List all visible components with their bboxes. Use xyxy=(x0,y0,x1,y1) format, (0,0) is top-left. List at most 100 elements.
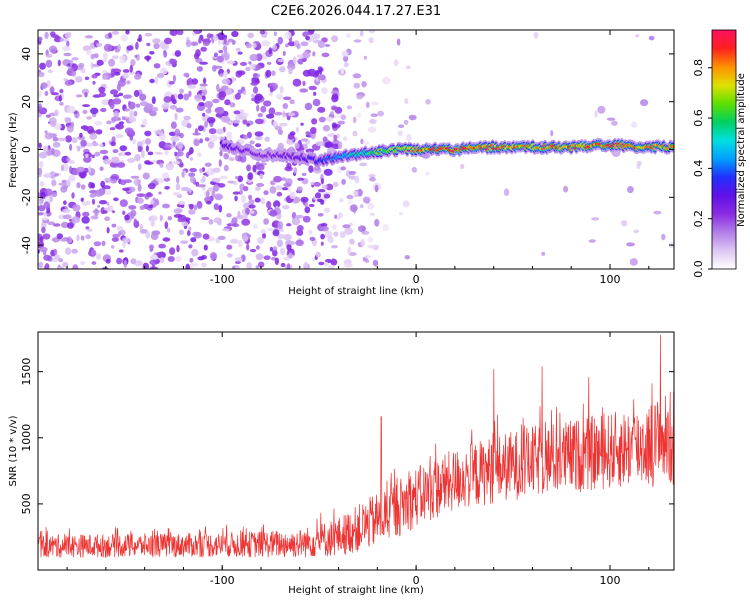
heatmap-cell xyxy=(286,223,292,227)
heatmap-cell xyxy=(136,193,146,198)
heatmap-cell xyxy=(181,171,185,178)
heatmap-cell xyxy=(218,159,222,167)
heatmap-cell xyxy=(289,99,295,105)
heatmap-cell xyxy=(170,121,177,129)
heatmap-cell xyxy=(111,30,120,35)
snr-y-axis-label: SNR (10 * v/v) xyxy=(8,415,19,486)
heatmap-cell xyxy=(320,177,324,185)
heatmap-cell xyxy=(134,260,143,267)
heatmap-cell xyxy=(287,241,296,245)
heatmap-cell xyxy=(198,102,205,107)
heatmap-cell xyxy=(119,151,127,157)
heatmap-cell xyxy=(321,52,330,58)
heatmap-cell xyxy=(176,244,180,253)
heatmap-cell xyxy=(597,105,606,114)
heatmap-cell xyxy=(318,116,326,123)
heatmap-cell xyxy=(175,256,182,262)
heatmap-cell xyxy=(594,110,598,118)
heatmap-cell xyxy=(63,200,67,205)
heatmap-cell xyxy=(128,71,135,75)
heatmap-cell xyxy=(286,244,292,251)
heatmap-cell xyxy=(202,112,206,117)
heatmap-cell xyxy=(343,136,348,141)
heatmap-cell xyxy=(272,249,278,257)
heatmap-cell xyxy=(286,263,291,269)
heatmap-cell xyxy=(122,69,130,73)
heatmap-cell xyxy=(190,175,196,184)
heatmap-cell xyxy=(312,51,316,57)
heatmap-cell xyxy=(145,103,154,112)
heatmap-cell xyxy=(137,183,142,192)
x-tick-label: -100 xyxy=(210,273,235,286)
heatmap-cell xyxy=(208,104,212,113)
heatmap-cell xyxy=(296,186,303,192)
heatmap-cell xyxy=(99,166,104,171)
heatmap-cell xyxy=(362,140,370,146)
heatmap-cell xyxy=(124,151,132,156)
heatmap-cell xyxy=(277,36,284,45)
heatmap-cell xyxy=(260,229,267,234)
colorbar-tick-label: 0.8 xyxy=(692,59,705,77)
heatmap-cell xyxy=(360,238,366,247)
heatmap-cell xyxy=(374,184,379,193)
heatmap-cell xyxy=(153,63,161,69)
heatmap-cell xyxy=(54,35,61,40)
heatmap-cell xyxy=(193,139,200,147)
heatmap-cell xyxy=(169,104,178,110)
heatmap-cell xyxy=(101,240,106,247)
heatmap-cell xyxy=(175,107,184,113)
heatmap-cell xyxy=(219,150,223,157)
heatmap-cell xyxy=(188,187,192,194)
heatmap-cell xyxy=(71,248,78,254)
heatmap-cell xyxy=(621,220,628,227)
heatmap-cell xyxy=(318,261,325,266)
heatmap-cell xyxy=(162,203,170,209)
heatmap-cell xyxy=(156,252,164,257)
heatmap-cell xyxy=(41,221,47,229)
heatmap-cell xyxy=(293,167,298,174)
heatmap-cell xyxy=(91,154,95,159)
heatmap-cell xyxy=(253,86,259,94)
heatmap-cell xyxy=(243,186,249,192)
heatmap-cell xyxy=(425,171,430,176)
heatmap-cell xyxy=(563,185,569,193)
y-tick-label: -40 xyxy=(20,236,33,254)
heatmap-cell xyxy=(124,108,130,112)
heatmap-cell xyxy=(360,30,364,37)
heatmap-cell xyxy=(218,93,226,101)
snr-frame xyxy=(37,331,675,571)
heatmap-cell xyxy=(123,259,128,268)
heatmap-cell xyxy=(146,192,152,197)
heatmap-cell xyxy=(203,244,208,251)
heatmap-cell xyxy=(173,213,183,218)
heatmap-cell xyxy=(370,113,379,117)
heatmap-cell xyxy=(368,37,374,44)
heatmap-cell xyxy=(460,163,465,170)
heatmap-cell xyxy=(104,177,112,182)
heatmap-cell xyxy=(304,102,313,111)
heatmap-cell xyxy=(195,49,201,57)
heatmap-cell xyxy=(330,258,338,266)
heatmap-cell xyxy=(215,128,224,135)
heatmap-cell xyxy=(38,36,43,42)
heatmap-cell xyxy=(221,78,231,85)
heatmap-cell xyxy=(169,144,175,148)
heatmap-cell xyxy=(130,175,140,179)
heatmap-cell xyxy=(315,251,321,258)
heatmap-cell xyxy=(279,66,286,73)
heatmap-cell xyxy=(172,160,181,165)
colorbar-tick-label: 0.2 xyxy=(692,210,705,228)
y-tick-label: 20 xyxy=(20,95,33,109)
heatmap-cell xyxy=(111,136,116,143)
heatmap-cell xyxy=(126,186,136,193)
heatmap-cell xyxy=(167,256,175,262)
heatmap-cell xyxy=(273,200,281,209)
heatmap-cell xyxy=(323,168,333,176)
heatmap-cell xyxy=(186,123,192,129)
heatmap-cell xyxy=(190,262,199,267)
heatmap-cell xyxy=(337,212,343,219)
heatmap-cell xyxy=(252,43,257,48)
heatmap-cell xyxy=(43,201,51,209)
heatmap-cell xyxy=(38,167,43,176)
heatmap-cell xyxy=(158,191,162,195)
